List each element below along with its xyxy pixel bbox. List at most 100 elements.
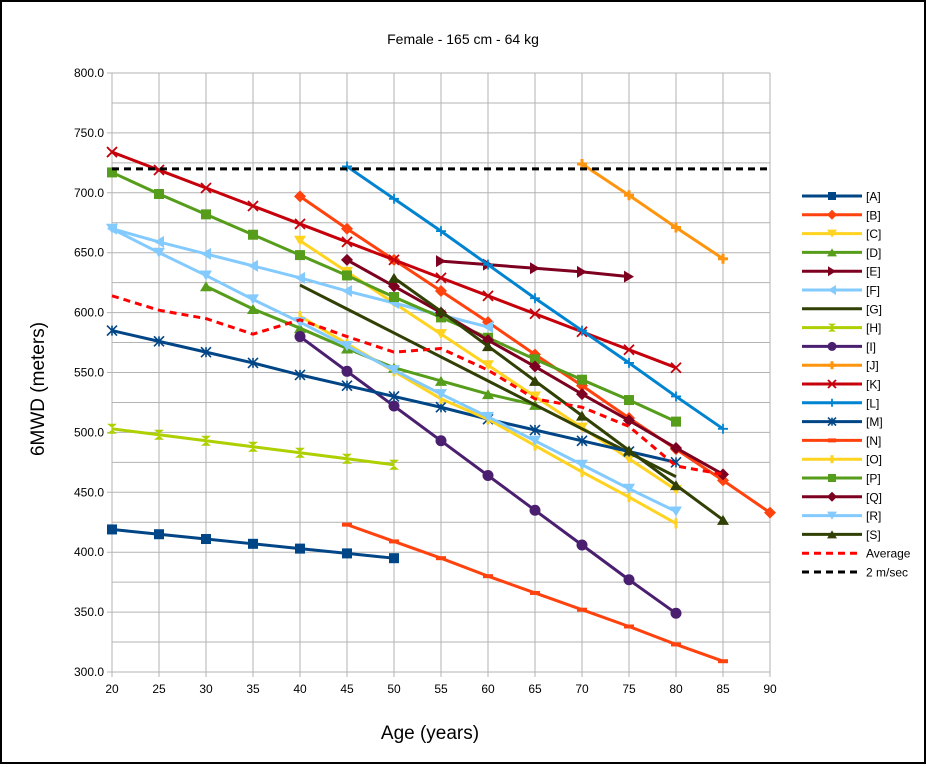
x-tick-label: 80 (669, 682, 683, 696)
legend-item: Average (802, 547, 911, 561)
data-point (389, 327, 399, 338)
legend-item: [C] (802, 227, 881, 241)
data-point (576, 435, 588, 447)
series-average (111, 294, 724, 476)
data-point (482, 341, 494, 352)
data-point (248, 441, 258, 452)
data-point (435, 401, 447, 413)
data-point (388, 280, 400, 293)
data-point (341, 253, 353, 266)
data-point (248, 538, 258, 549)
legend-label: [N] (866, 434, 881, 448)
x-tick-label: 70 (575, 682, 589, 696)
data-point (671, 391, 681, 402)
data-point (764, 506, 776, 519)
data-point (294, 331, 306, 343)
legend-marker (827, 379, 837, 389)
data-point (483, 375, 493, 386)
legend-item: [Q] (802, 490, 882, 504)
data-point (670, 480, 682, 491)
data-point (295, 447, 305, 458)
legend-marker (828, 266, 836, 277)
data-point (577, 423, 587, 434)
legend-marker (827, 248, 837, 257)
legend-marker (827, 417, 837, 427)
data-point (483, 259, 493, 270)
legend-label: [P] (866, 472, 881, 486)
legend-marker (827, 491, 837, 502)
x-tick-label: 60 (481, 682, 495, 696)
data-point (530, 354, 540, 365)
legend-label: [S] (866, 528, 881, 542)
x-tick-label: 55 (434, 682, 448, 696)
x-tick-label: 75 (622, 682, 636, 696)
legend-label: [K] (866, 378, 881, 392)
x-tick-label: 20 (105, 682, 119, 696)
data-point (482, 360, 494, 371)
data-point (718, 423, 728, 434)
data-point (341, 236, 353, 248)
legend-item: [A] (802, 190, 881, 204)
data-point (576, 410, 588, 421)
chart-title: Female - 165 cm - 64 kg (387, 31, 539, 47)
data-point (435, 272, 447, 284)
data-point (154, 429, 164, 440)
y-tick-label: 450.0 (74, 485, 104, 499)
data-point (623, 344, 635, 356)
legend-marker (828, 192, 836, 200)
data-point (341, 365, 353, 377)
data-point (529, 504, 541, 516)
x-tick-label: 65 (528, 682, 542, 696)
legend-item: [K] (802, 378, 881, 392)
legend-label: [Q] (866, 490, 882, 504)
data-point (435, 375, 447, 386)
data-point (247, 357, 259, 369)
legend-item: [J] (802, 359, 879, 373)
x-tick-label: 30 (199, 682, 213, 696)
legend-marker (827, 511, 837, 520)
data-point (436, 255, 446, 268)
legend-item: [R] (802, 509, 881, 523)
data-point (482, 290, 494, 302)
legend-marker (828, 304, 836, 313)
x-tick-label: 90 (763, 682, 777, 696)
legend-label: [I] (866, 340, 876, 354)
data-point (529, 435, 541, 446)
y-tick-label: 300.0 (74, 665, 104, 679)
legend-marker (828, 474, 836, 482)
data-point (624, 395, 634, 406)
data-point (153, 247, 165, 258)
x-tick-label: 40 (293, 682, 307, 696)
data-point (529, 424, 541, 436)
legend-item: [O] (802, 453, 882, 467)
data-point (154, 188, 164, 199)
data-point (389, 459, 399, 470)
data-point (624, 270, 634, 283)
data-point (341, 222, 353, 235)
legend-marker (827, 209, 837, 220)
legend-label: [R] (866, 509, 881, 523)
x-tick-label: 25 (152, 682, 166, 696)
legend-label: Average (866, 547, 911, 561)
series-layer (106, 146, 776, 664)
legend-item: [N] (802, 434, 881, 448)
data-point (623, 453, 635, 464)
series-r (106, 223, 682, 517)
data-point (436, 226, 446, 237)
legend-item: [G] (802, 302, 882, 316)
y-axis-label: 6MWD (meters) (28, 322, 49, 456)
data-point (247, 200, 259, 212)
data-point (341, 380, 353, 392)
y-tick-label: 700.0 (74, 186, 104, 200)
y-tick-label: 650.0 (74, 246, 104, 260)
data-point (717, 468, 729, 481)
data-point (577, 265, 587, 278)
data-point (247, 294, 259, 305)
data-point (106, 223, 118, 234)
data-point (623, 445, 635, 456)
data-point (529, 375, 541, 386)
data-point (153, 164, 165, 176)
data-point (388, 365, 400, 376)
legend-item: [B] (802, 208, 881, 222)
